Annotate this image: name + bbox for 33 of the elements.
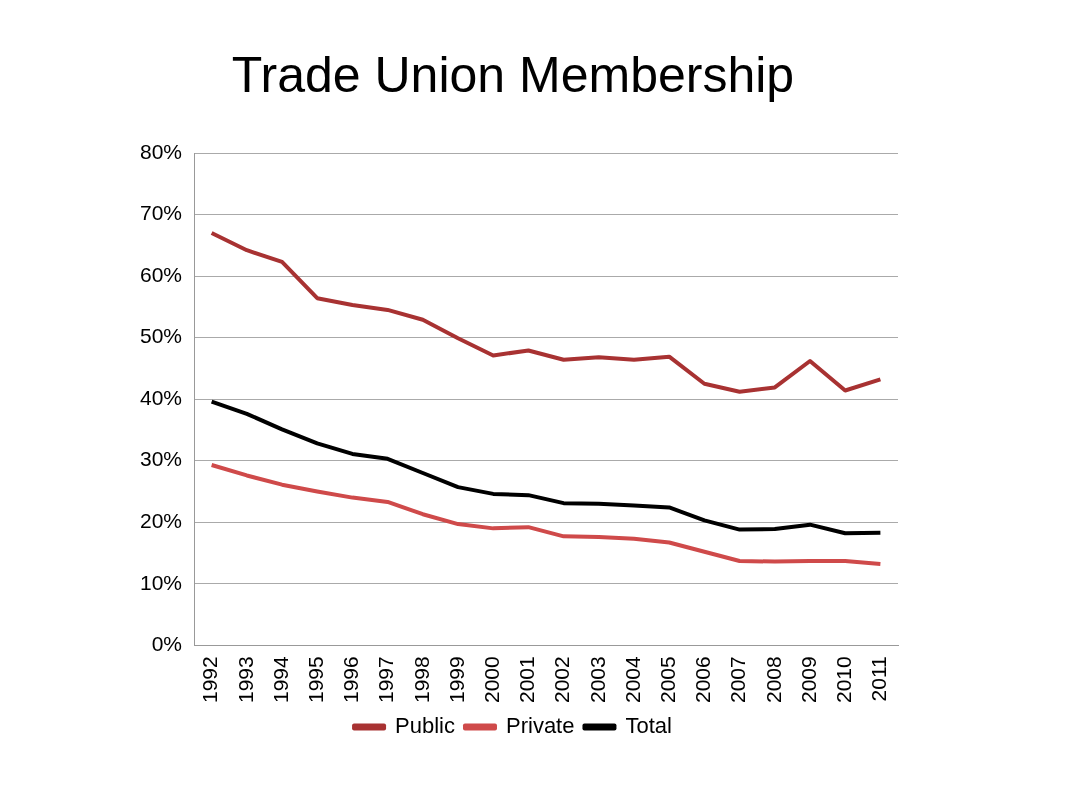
x-tick-label: 1999	[444, 656, 468, 703]
y-tick-label: 40%	[140, 385, 183, 409]
y-tick-label: 20%	[140, 509, 183, 533]
x-tick-label: 1992	[198, 656, 222, 703]
x-tick-label: 2001	[515, 656, 539, 703]
x-tick-label: 1996	[339, 656, 363, 703]
x-tick-label: 2005	[656, 656, 680, 703]
x-tick-label: 2008	[761, 656, 785, 703]
y-tick-label: 60%	[140, 262, 183, 286]
x-tick-label: 2003	[585, 656, 609, 703]
x-tick-label: 1993	[233, 656, 257, 703]
y-tick-label: 70%	[140, 201, 183, 225]
x-tick-label: 2010	[832, 656, 855, 703]
legend-label: Total	[625, 713, 672, 739]
x-tick-label: 2002	[550, 656, 574, 703]
chart-title: Trade Union Membership	[231, 46, 795, 103]
x-tick-label: 1998	[409, 656, 433, 703]
x-tick-label: 1997	[374, 656, 398, 703]
x-tick-label: 2004	[620, 655, 644, 703]
y-tick-label: 30%	[140, 447, 183, 471]
y-tick-label: 80%	[140, 139, 183, 163]
x-tick-label: 2011	[867, 656, 891, 702]
x-tick-label: 2000	[480, 656, 504, 703]
y-tick-label: 0%	[151, 632, 183, 656]
x-tick-label: 2009	[796, 656, 820, 703]
x-tick-label: 1994	[268, 655, 292, 703]
x-tick-label: 2007	[726, 656, 750, 703]
legend-label: Public	[395, 713, 455, 739]
x-tick-label: 1995	[304, 656, 328, 703]
y-tick-label: 10%	[140, 570, 183, 594]
legend-label: Private	[505, 713, 575, 739]
y-tick-label: 50%	[140, 324, 183, 348]
x-tick-label: 2006	[691, 656, 715, 703]
